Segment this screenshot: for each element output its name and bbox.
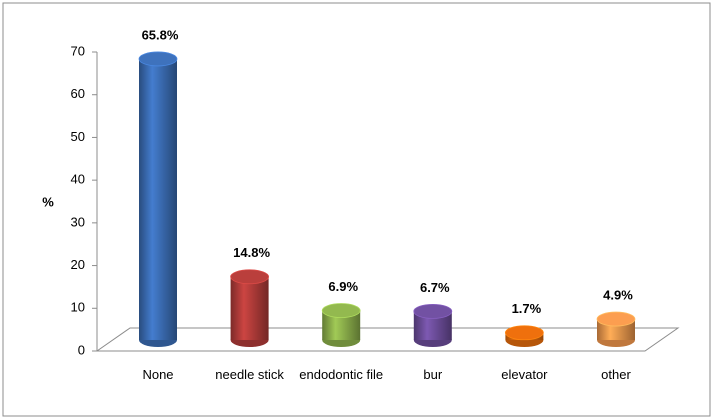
value-label: 4.9% <box>603 288 633 303</box>
x-tick-label: None <box>142 367 174 382</box>
y-tick-label: 50 <box>71 129 85 144</box>
x-tick-label: bur <box>423 367 443 382</box>
bar <box>596 311 636 347</box>
bar-top <box>138 51 178 67</box>
value-label: 14.8% <box>233 245 270 260</box>
bar <box>230 269 270 347</box>
x-tick-label: elevator <box>501 367 548 382</box>
y-tick-label: 60 <box>71 86 85 101</box>
value-label: 6.7% <box>420 280 450 295</box>
bar <box>138 51 178 347</box>
bar-top <box>230 269 270 285</box>
y-tick-label: 10 <box>71 300 85 315</box>
x-tick-label: needle stick <box>215 367 284 382</box>
bar <box>321 303 361 347</box>
y-tick-label: 40 <box>71 172 85 187</box>
y-axis-label: % <box>42 194 54 209</box>
bar-top <box>413 303 453 319</box>
bar-body <box>139 58 177 340</box>
value-label: 65.8% <box>142 27 179 42</box>
x-tick-label: endodontic file <box>299 367 384 382</box>
bar-top <box>321 303 361 318</box>
y-tick-label: 70 <box>71 43 85 58</box>
value-label: 1.7% <box>512 301 542 316</box>
value-label: 6.9% <box>328 279 358 294</box>
y-tick-label: 30 <box>71 214 85 229</box>
bar <box>413 303 453 347</box>
y-tick-label: 0 <box>78 342 85 357</box>
bar <box>505 325 544 347</box>
y-tick-label: 20 <box>71 257 85 272</box>
x-tick-label: other <box>601 367 631 382</box>
bar-top <box>596 311 636 327</box>
bar-body <box>230 276 269 340</box>
bar-top <box>505 325 544 341</box>
floor <box>95 327 680 352</box>
